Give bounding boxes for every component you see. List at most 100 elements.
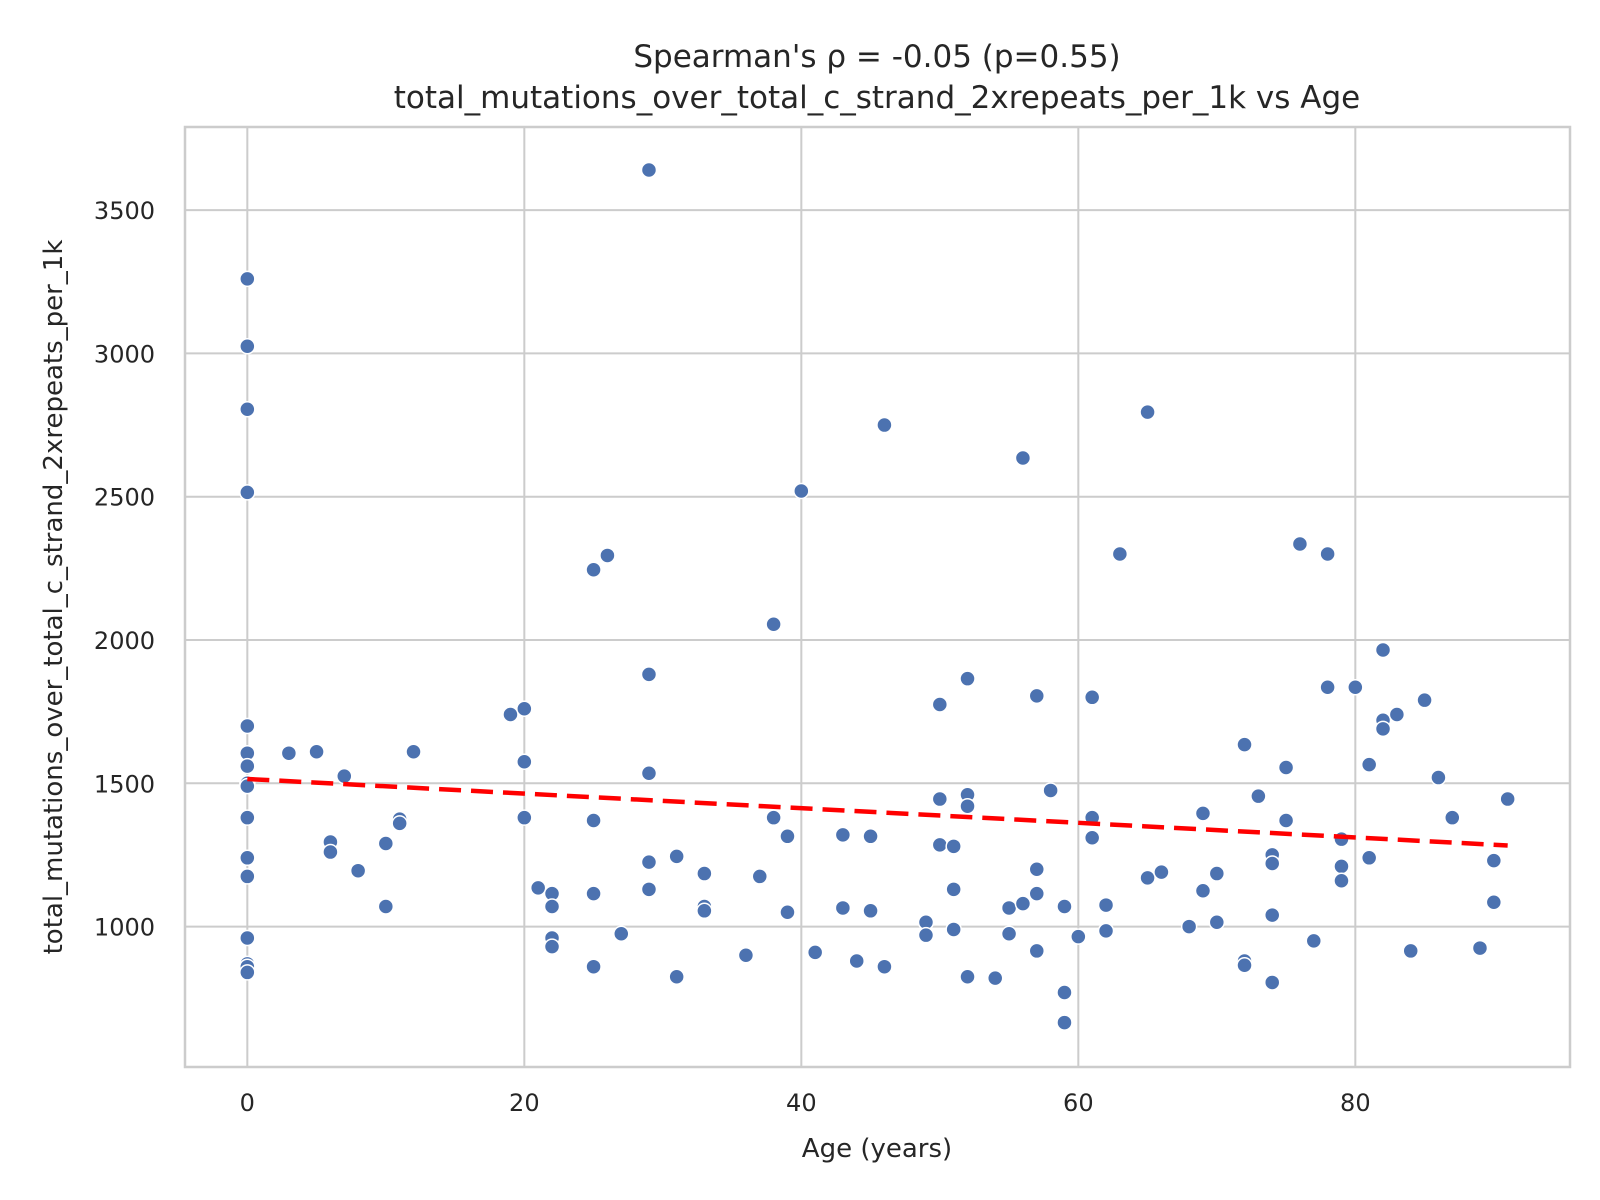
data-point (239, 849, 256, 867)
data-point (239, 868, 256, 885)
data-point (391, 815, 408, 832)
y-gridlines (185, 209, 1570, 928)
data-point (862, 902, 879, 920)
data-point (239, 401, 256, 418)
y-tick-label: 1500 (94, 770, 155, 798)
data-point (1388, 706, 1406, 723)
data-point (1194, 805, 1212, 822)
y-tick-labels: 1000 1500 2000 2500 3000 3500 (94, 197, 155, 941)
data-point (1014, 895, 1032, 912)
data-point (876, 416, 893, 434)
data-point (1083, 829, 1101, 846)
x-tick-label: 0 (240, 1089, 255, 1117)
data-point (239, 809, 256, 826)
data-point (1319, 545, 1336, 563)
data-point (1194, 882, 1212, 899)
data-point (1333, 872, 1350, 889)
data-point (516, 700, 533, 718)
data-point (1000, 899, 1018, 917)
x-tick-label: 60 (1063, 1089, 1094, 1117)
data-point (1471, 939, 1489, 957)
data-point (585, 958, 602, 975)
data-point (322, 843, 339, 861)
data-point (1028, 942, 1046, 960)
data-point (1236, 736, 1253, 753)
data-point (959, 968, 976, 985)
data-point (1263, 855, 1281, 872)
data-point (377, 898, 395, 915)
data-point (1360, 756, 1378, 773)
data-point (959, 670, 976, 687)
x-tick-label: 40 (786, 1089, 817, 1117)
y-tick-label: 1000 (94, 914, 155, 942)
data-point (737, 946, 755, 964)
y-tick-label: 2500 (94, 484, 155, 512)
data-point (239, 270, 256, 288)
data-point (516, 809, 533, 826)
data-point (1485, 893, 1503, 911)
y-tick-label: 3500 (94, 197, 155, 225)
data-point (834, 899, 852, 917)
data-point (1347, 679, 1364, 696)
data-point (1374, 720, 1392, 738)
data-point (945, 921, 962, 938)
data-point (585, 561, 602, 579)
data-point (1139, 869, 1156, 887)
data-point (1263, 906, 1281, 924)
data-point (1028, 885, 1046, 902)
data-point (1056, 898, 1073, 915)
data-point (696, 902, 713, 920)
data-point (349, 862, 367, 879)
data-point (377, 835, 395, 852)
data-point (280, 744, 298, 762)
data-point (1056, 1014, 1073, 1031)
data-point (668, 848, 685, 865)
data-point (959, 797, 976, 815)
data-point (834, 826, 852, 844)
data-point (239, 484, 256, 501)
data-point (336, 767, 353, 785)
data-point (1014, 449, 1032, 467)
data-point (1250, 787, 1267, 805)
y-axis-label: total_mutations_over_total_c_strand_2xre… (39, 240, 69, 955)
data-point (1028, 861, 1046, 878)
data-point (1360, 849, 1378, 867)
data-point (502, 706, 519, 723)
data-point (931, 836, 949, 854)
data-point (668, 968, 685, 985)
data-point (1402, 942, 1419, 960)
data-point (1277, 759, 1295, 776)
data-point (1208, 865, 1226, 882)
data-point (931, 790, 949, 808)
x-tick-label: 20 (509, 1089, 540, 1117)
data-point (1333, 858, 1350, 875)
data-point (1180, 918, 1198, 935)
data-point (1042, 782, 1059, 799)
data-point (239, 337, 256, 355)
data-point (529, 879, 547, 897)
data-point (405, 743, 422, 761)
data-point (945, 838, 962, 855)
data-point (917, 926, 935, 944)
y-tick-label: 3000 (94, 340, 155, 368)
data-point (1499, 790, 1516, 808)
data-point (640, 765, 658, 782)
chart-title: Spearman's ρ = -0.05 (p=0.55) (633, 39, 1120, 75)
data-point (239, 757, 256, 775)
chart-subtitle: total_mutations_over_total_c_strand_2xre… (394, 80, 1360, 116)
x-gridlines (246, 127, 1357, 1067)
x-tick-labels: 0 20 40 60 80 (240, 1089, 1371, 1117)
data-point (1000, 925, 1018, 942)
data-point (543, 938, 561, 955)
data-point (1416, 691, 1433, 709)
data-point (945, 881, 962, 898)
data-point (765, 809, 782, 826)
data-point (1291, 535, 1309, 553)
data-point (1028, 687, 1046, 705)
data-point (779, 828, 796, 845)
data-point (1374, 641, 1392, 659)
data-point (640, 853, 658, 871)
data-point (931, 696, 949, 713)
data-point (599, 547, 616, 564)
